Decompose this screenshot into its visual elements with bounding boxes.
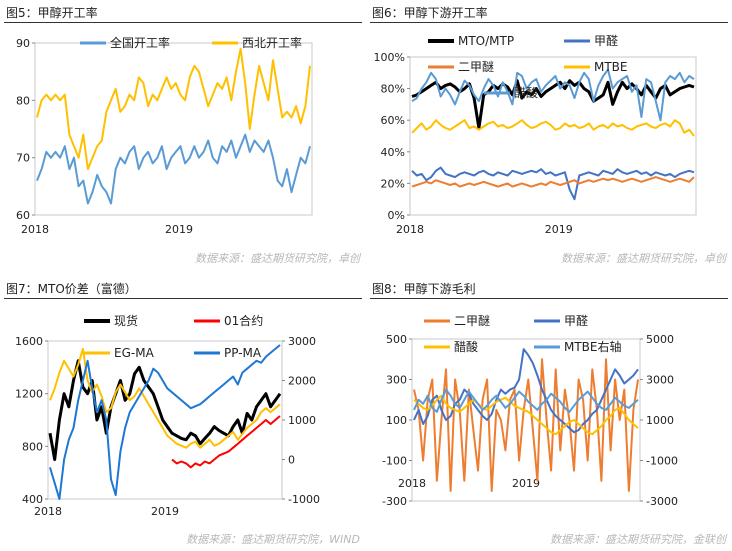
legend-label: 醋酸: [514, 85, 538, 100]
legend-label: 甲醛: [564, 313, 588, 328]
series-line: [413, 358, 639, 492]
y-tick-label: 100: [386, 414, 407, 427]
chart-panel-6: 图6：甲醇下游开工率 0% 20% 40% 60% 80% 100% 2018 2019 MTO…: [366, 0, 732, 270]
chart-title: 图5：甲醇开工率: [6, 6, 98, 20]
divider: [370, 298, 728, 299]
x-tick-label: 2019: [165, 223, 193, 236]
y-tick-label: -300: [382, 495, 407, 508]
chart-panel-5: 图5：甲醇开工率 60 70 80 90 2018 2019 全国开工率 西北开工率 数据来源…: [0, 0, 366, 270]
legend-label: 二甲醚: [458, 60, 494, 74]
y-tick-label: 400: [22, 493, 43, 506]
x-tick-label: 2018: [21, 223, 49, 236]
x-tick-label: 2018: [398, 477, 426, 490]
y2-tick-label: 1000: [288, 414, 316, 427]
y2-tick-label: -3000: [646, 495, 678, 508]
x-tick-label: 2019: [512, 477, 540, 490]
chart-title: 图6：甲醇下游开工率: [372, 6, 488, 20]
series-line: [36, 47, 311, 171]
series-line: [411, 176, 695, 188]
y-tick-label: -100: [382, 455, 407, 468]
legend-label: 甲醛: [594, 33, 618, 48]
plot-frame: [34, 42, 313, 216]
series-line: [411, 119, 695, 137]
series-line: [49, 344, 281, 500]
chart-panel-8: 图8：甲醇下游毛利 -300 -100 100 300 500 -3000 -1000 100…: [366, 276, 732, 551]
y-tick-label: 1600: [15, 335, 43, 348]
y2-tick-label: 0: [288, 454, 295, 467]
y-tick-label: 60%: [381, 114, 405, 127]
y-tick-label: 500: [386, 333, 407, 346]
series-line: [413, 394, 639, 436]
legend-label: MTO/MTP: [458, 34, 514, 48]
legend-label: EG-MA: [114, 346, 155, 360]
legend-label: 全国开工率: [110, 35, 170, 50]
y2-tick-label: 3000: [646, 374, 674, 387]
series-line: [413, 388, 639, 413]
chart-plot: -300 -100 100 300 500 -3000 -1000 1000 3000 5000 2…: [382, 313, 678, 508]
chart-plot: 400 800 1200 1600 -1000 0 1000 2000 3000 2018 2019…: [15, 313, 320, 518]
legend-label: PP-MA: [224, 346, 262, 360]
y-tick-label: 80%: [381, 83, 405, 96]
series-line: [48, 359, 282, 461]
x-tick-label: 2018: [34, 505, 62, 518]
chart-title: 图8：甲醇下游毛利: [372, 282, 476, 296]
y2-tick-label: 5000: [646, 333, 674, 346]
series-line: [411, 68, 695, 122]
source-note: 数据来源：盛达期货研究院，金联创: [550, 533, 726, 546]
y-tick-label: 60: [16, 209, 30, 222]
y2-tick-label: 2000: [288, 375, 316, 388]
chart-panel-7: 图7：MTO价差（富德） 400 800 1200 1600 -1000 0 1000 200…: [0, 276, 366, 551]
chart-plot: 60 70 80 90 2018 2019 全国开工率 西北开工率: [16, 35, 313, 236]
y-tick-label: 1200: [15, 388, 43, 401]
y2-tick-label: -1000: [288, 493, 320, 506]
y-tick-label: 40%: [381, 146, 405, 159]
y-tick-label: 20%: [381, 177, 405, 190]
chart-title: 图7：MTO价差（富德）: [6, 282, 137, 296]
series-line: [36, 133, 311, 205]
series-line: [49, 347, 281, 449]
y-tick-label: 800: [22, 440, 43, 453]
y-tick-label: 80: [16, 94, 30, 107]
divider: [4, 298, 362, 299]
plot-frame: [409, 56, 697, 216]
y-tick-label: 90: [16, 37, 30, 50]
y2-tick-label: 3000: [288, 335, 316, 348]
y2-tick-label: 1000: [646, 414, 674, 427]
legend-label: 醋酸: [454, 339, 478, 354]
source-note: 数据来源：盛达期货研究院，卓创: [561, 252, 726, 265]
y-tick-label: 0%: [388, 209, 405, 222]
y-tick-label: 300: [386, 374, 407, 387]
x-tick-label: 2018: [396, 223, 424, 236]
y-tick-label: 100%: [374, 51, 405, 64]
legend-label: 二甲醚: [454, 314, 490, 328]
legend-label: 现货: [114, 313, 138, 328]
x-tick-label: 2019: [151, 505, 179, 518]
legend-label: 西北开工率: [242, 35, 302, 50]
y2-tick-label: -1000: [646, 455, 678, 468]
source-note: 数据来源：盛达期货研究院，WIND: [186, 533, 360, 546]
source-note: 数据来源：盛达期货研究院，卓创: [195, 252, 360, 265]
series-line: [413, 348, 639, 434]
legend-label: MTBE: [594, 60, 628, 74]
series-line: [411, 166, 695, 201]
divider: [370, 22, 728, 23]
series-line: [411, 79, 695, 130]
divider: [4, 22, 362, 23]
legend-label: 01合约: [224, 313, 263, 328]
y-tick-label: 70: [16, 152, 30, 165]
x-tick-label: 2019: [545, 223, 573, 236]
legend-label: MTBE右轴: [564, 339, 622, 354]
series-line: [171, 415, 281, 469]
